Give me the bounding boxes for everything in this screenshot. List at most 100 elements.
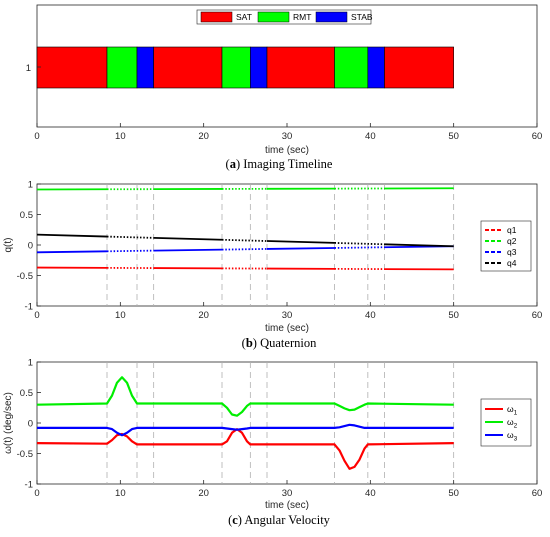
angular-velocity-caption: (c) Angular Velocity xyxy=(228,513,331,527)
timeline-segment-rmt xyxy=(106,46,138,89)
quaternion-series-q4-solid xyxy=(384,243,454,248)
timeline-x-tick-label: 60 xyxy=(532,131,543,142)
angular-velocity-y-tick-label: -1 xyxy=(25,480,33,491)
timeline-x-tick-label: 30 xyxy=(282,131,293,142)
quaternion-caption-text: Quaternion xyxy=(260,336,317,350)
quaternion-legend-box xyxy=(480,220,532,272)
angular-velocity-legend-label: ω1 xyxy=(507,404,518,417)
quaternion-y-tick-label: 0.5 xyxy=(20,210,33,221)
quaternion-legend-label: q3 xyxy=(507,247,517,257)
angular-velocity-legend-label: ω3 xyxy=(507,430,518,443)
quaternion-legend-label: q2 xyxy=(507,236,517,246)
angular-velocity-x-tick-label: 20 xyxy=(198,488,209,499)
quaternion-legend-label: q4 xyxy=(507,258,517,268)
quaternion-series-q4-solid xyxy=(36,233,108,238)
quaternion-caption: (b) Quaternion xyxy=(242,336,317,350)
timeline-segment-sat xyxy=(384,46,454,89)
quaternion-series-q4-solid xyxy=(153,236,223,241)
panel-imaging-timeline: 0 10 20 30 40 50 60 1 SAT RMT STAB time (sec) … xyxy=(26,4,542,171)
quaternion-series-q3-solid xyxy=(36,250,108,254)
legend-label-sat: SAT xyxy=(236,12,252,22)
quaternion-y-ticks: -1 -0.5 0 0.5 1 xyxy=(17,180,41,313)
quaternion-series-q3-dotted xyxy=(106,249,154,253)
quaternion-series-q3-solid xyxy=(153,248,223,252)
timeline-segment-rmt xyxy=(221,46,251,89)
timeline-caption-letter: a xyxy=(230,157,237,171)
quaternion-y-tick-label: 1 xyxy=(28,180,33,191)
angular-velocity-caption-letter: c xyxy=(232,513,238,527)
quaternion-series-q4-solid xyxy=(266,240,335,244)
angular-velocity-y-tick-label: 0 xyxy=(28,419,33,430)
quaternion-x-tick-label: 20 xyxy=(198,310,209,321)
timeline-segment-rmt xyxy=(334,46,369,89)
timeline-segment-sat xyxy=(36,46,108,89)
quaternion-y-tick-label: 0 xyxy=(28,241,33,252)
timeline-segment-sat xyxy=(153,46,223,89)
angular-velocity-x-tick-label: 40 xyxy=(365,488,376,499)
quaternion-x-axis-label: time (sec) xyxy=(265,323,309,334)
angular-velocity-y-tick-label: 1 xyxy=(28,358,33,369)
timeline-x-tick-label: 0 xyxy=(34,131,39,142)
timeline-x-tick-label: 20 xyxy=(198,131,209,142)
quaternion-series-q4-dotted xyxy=(221,238,268,242)
angular-velocity-x-tick-label: 30 xyxy=(282,488,293,499)
angular-velocity-series-line xyxy=(37,423,454,437)
legend-swatch-stab xyxy=(315,11,348,23)
timeline-segment-stab xyxy=(367,46,385,89)
quaternion-series-q4-dotted xyxy=(106,235,154,239)
legend-label-stab: STAB xyxy=(351,12,373,22)
quaternion-x-tick-label: 30 xyxy=(282,310,293,321)
angular-velocity-caption-text: Angular Velocity xyxy=(244,513,330,527)
quaternion-x-tick-label: 60 xyxy=(532,310,543,321)
quaternion-series xyxy=(36,187,454,271)
angular-velocity-y-tick-label: 0.5 xyxy=(20,388,33,399)
timeline-segment-sat xyxy=(266,46,335,89)
angular-velocity-y-axis-label: ω(t) (deg/sec) xyxy=(3,392,14,454)
angular-velocity-y-tick-label: -0.5 xyxy=(17,449,33,460)
timeline-x-axis-label: time (sec) xyxy=(265,145,309,156)
timeline-x-tick-label: 50 xyxy=(448,131,459,142)
angular-velocity-legend-subscript: 3 xyxy=(514,436,518,443)
timeline-x-tick-label: 10 xyxy=(115,131,126,142)
quaternion-series-q3-dotted xyxy=(221,248,268,251)
timeline-bars xyxy=(36,46,454,89)
angular-velocity-plot-area xyxy=(36,361,538,485)
timeline-x-tick-label: 40 xyxy=(365,131,376,142)
angular-velocity-legend-subscript: 2 xyxy=(514,423,518,430)
timeline-x-ticks: 0 10 20 30 40 50 60 xyxy=(34,123,542,142)
angular-velocity-x-tick-label: 0 xyxy=(34,488,39,499)
angular-velocity-series-line xyxy=(36,376,454,417)
timeline-segment-stab xyxy=(250,46,268,89)
quaternion-x-tick-label: 0 xyxy=(34,310,39,321)
timeline-y-tick-label: 1 xyxy=(26,63,31,74)
angular-velocity-x-axis-label: time (sec) xyxy=(265,500,309,511)
angular-velocity-x-tick-label: 60 xyxy=(532,488,543,499)
angular-velocity-series xyxy=(36,376,454,470)
quaternion-caption-letter: b xyxy=(246,336,253,350)
angular-velocity-x-tick-label: 50 xyxy=(448,488,459,499)
legend-swatch-rmt xyxy=(257,11,290,23)
angular-velocity-y-ticks: -1 -0.5 0 0.5 1 xyxy=(17,358,41,491)
quaternion-x-tick-label: 50 xyxy=(448,310,459,321)
angular-velocity-legend-subscript: 1 xyxy=(514,410,518,417)
legend-label-rmt: RMT xyxy=(293,12,311,22)
quaternion-legend-label: q1 xyxy=(507,225,517,235)
angular-velocity-x-ticks: 0 10 20 30 40 50 60 xyxy=(34,480,542,499)
quaternion-x-ticks: 0 10 20 30 40 50 60 xyxy=(34,302,542,321)
quaternion-x-tick-label: 10 xyxy=(115,310,126,321)
timeline-legend: SAT RMT STAB xyxy=(196,9,373,25)
angular-velocity-x-tick-label: 10 xyxy=(115,488,126,499)
quaternion-y-tick-label: -0.5 xyxy=(17,271,33,282)
quaternion-plot-area xyxy=(36,183,538,307)
timeline-segment-stab xyxy=(136,46,154,89)
timeline-caption: (a) Imaging Timeline xyxy=(226,157,333,171)
angular-velocity-legend-label: ω2 xyxy=(507,417,518,430)
quaternion-y-axis-label: q(t) xyxy=(3,238,14,253)
timeline-caption-text: Imaging Timeline xyxy=(243,157,333,171)
angular-velocity-mode-boundaries xyxy=(106,362,455,484)
